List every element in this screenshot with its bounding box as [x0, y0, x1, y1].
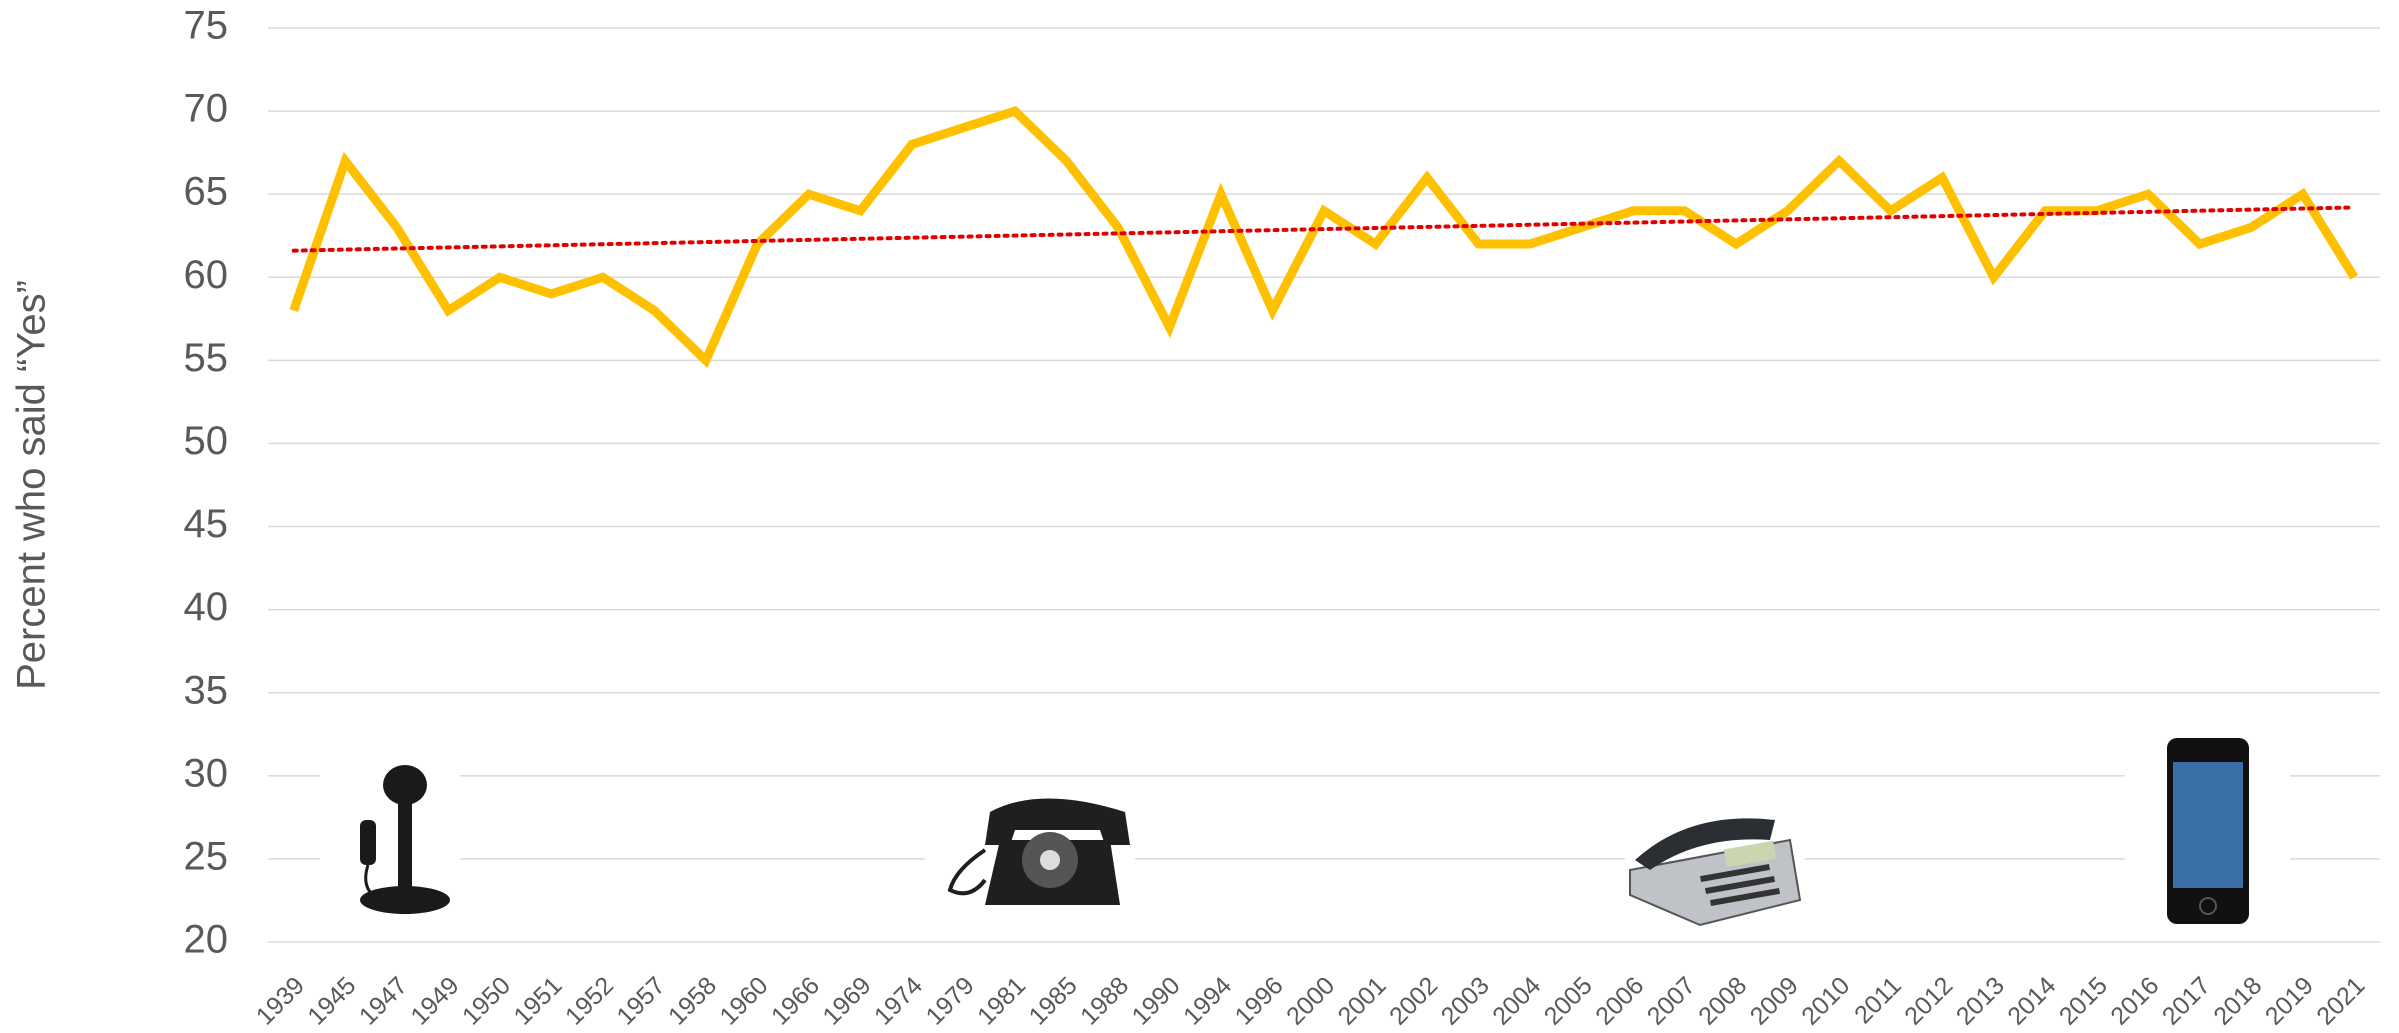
x-tick-label: 1957 — [611, 971, 670, 1030]
x-tick-label: 2002 — [1384, 971, 1443, 1030]
x-tick-label: 2012 — [1899, 971, 1958, 1030]
y-tick-label: 45 — [184, 502, 229, 546]
y-tick-label: 20 — [184, 918, 229, 962]
y-tick-label: 70 — [184, 87, 229, 131]
x-tick-label: 1985 — [1024, 971, 1083, 1030]
x-tick-label: 2017 — [2157, 971, 2216, 1030]
x-tick-label: 2013 — [1951, 971, 2010, 1030]
x-tick-label: 2021 — [2311, 971, 2370, 1030]
candlestick-phone — [360, 765, 450, 914]
x-tick-label: 1969 — [818, 971, 877, 1030]
y-tick-label: 50 — [184, 419, 229, 463]
x-tick-label: 1949 — [405, 971, 464, 1030]
x-tick-label: 1958 — [663, 971, 722, 1030]
x-tick-label: 2014 — [2002, 971, 2061, 1030]
x-tick-label: 2016 — [2105, 971, 2164, 1030]
y-tick-label: 35 — [184, 668, 229, 712]
x-tick-label: 2008 — [1693, 971, 1752, 1030]
x-tick-label: 2001 — [1333, 971, 1392, 1030]
x-tick-label: 1994 — [1178, 971, 1237, 1030]
x-tick-label: 2018 — [2208, 971, 2267, 1030]
x-tick-label: 2003 — [1436, 971, 1495, 1030]
grid — [268, 27, 2380, 943]
x-tick-label: 2006 — [1590, 971, 1649, 1030]
x-tick-label: 1981 — [972, 971, 1031, 1030]
y-tick-label: 30 — [184, 751, 229, 795]
x-tick-label: 1966 — [766, 971, 825, 1030]
y-tick-label: 55 — [184, 336, 229, 380]
x-tick-label: 1939 — [251, 971, 310, 1030]
x-tick-label: 1952 — [560, 971, 619, 1030]
y-tick-label: 65 — [184, 170, 229, 214]
y-tick-label: 60 — [184, 253, 229, 297]
y-tick-label: 75 — [184, 4, 229, 48]
x-tick-label: 2007 — [1642, 971, 1701, 1030]
x-tick-label: 1960 — [714, 971, 773, 1030]
x-tick-label: 1996 — [1230, 971, 1289, 1030]
x-tick-label: 1950 — [457, 971, 516, 1030]
x-tick-label: 1990 — [1127, 971, 1186, 1030]
rotary-phone — [947, 798, 1130, 905]
x-tick-label: 2004 — [1487, 971, 1546, 1030]
x-tick-label: 2011 — [1849, 971, 1907, 1029]
x-tick-label: 1951 — [508, 971, 567, 1030]
x-tick-label: 2000 — [1281, 971, 1340, 1030]
y-tick-label: 40 — [184, 585, 229, 629]
x-tick-label: 2009 — [1745, 971, 1804, 1030]
x-tick-label: 2010 — [1796, 971, 1855, 1030]
desk-phone — [1629, 818, 1802, 927]
y-tick-label: 25 — [184, 834, 229, 878]
x-tick-label: 1988 — [1075, 971, 1134, 1030]
smartphone — [2167, 738, 2249, 924]
x-tick-label: 1974 — [869, 971, 928, 1030]
trendline — [291, 205, 2357, 253]
x-tick-label: 1947 — [354, 971, 413, 1030]
data-line — [289, 105, 2359, 369]
x-tick-label: 1979 — [921, 971, 980, 1030]
x-tick-label: 2019 — [2260, 971, 2319, 1030]
x-tick-label: 2015 — [2054, 971, 2113, 1030]
x-tick-label: 1945 — [302, 971, 361, 1030]
x-tick-label: 2005 — [1539, 971, 1598, 1030]
y-axis-label: Percent who said “Yes” — [10, 280, 54, 690]
phone-icons — [320, 735, 2290, 930]
